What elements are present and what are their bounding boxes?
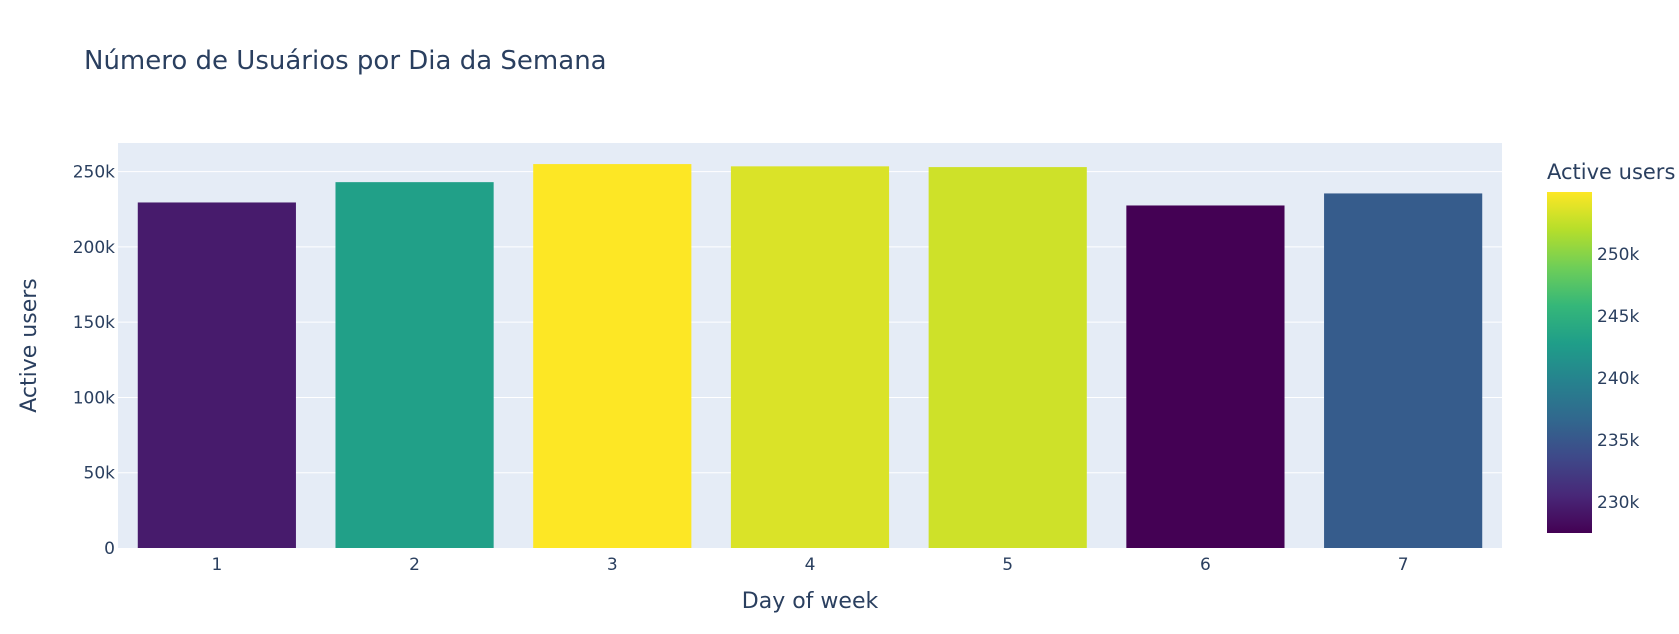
x-tick-label: 3 — [607, 555, 618, 575]
colorbar-tick-label: 245k — [1597, 307, 1639, 327]
bar — [928, 167, 1087, 548]
bar — [1324, 193, 1483, 548]
colorbar-title: Active users — [1547, 160, 1675, 184]
y-tick-label: 100k — [73, 388, 115, 408]
bar — [335, 182, 494, 548]
x-tick-label: 7 — [1398, 555, 1409, 575]
y-tick-label: 250k — [73, 163, 115, 183]
x-tick-label: 1 — [211, 555, 222, 575]
colorbar-ticks: 230k 235k 240k 245k 250k — [1597, 245, 1639, 513]
bar — [137, 202, 296, 548]
x-tick-label: 6 — [1200, 555, 1211, 575]
chart-title: Número de Usuários por Dia da Semana — [84, 46, 607, 76]
x-tick-label: 5 — [1002, 555, 1013, 575]
colorbar-tick-label: 235k — [1597, 431, 1639, 451]
y-tick-label: 0 — [104, 539, 115, 559]
y-axis-title: Active users — [17, 278, 42, 413]
y-tick-label: 200k — [73, 238, 115, 258]
y-tick-label: 50k — [84, 464, 116, 484]
bar — [1126, 205, 1285, 548]
x-axis-ticks: 1 2 3 4 5 6 7 — [211, 555, 1408, 575]
colorbar-tick-label: 230k — [1597, 493, 1639, 513]
y-axis-ticks: 0 50k 100k 150k 200k 250k — [73, 163, 115, 559]
y-tick-label: 150k — [73, 313, 115, 333]
colorbar-tick-label: 250k — [1597, 245, 1639, 265]
colorbar — [1547, 192, 1592, 533]
x-tick-label: 4 — [805, 555, 816, 575]
bar — [730, 166, 890, 548]
x-tick-label: 2 — [409, 555, 420, 575]
colorbar-tick-label: 240k — [1597, 369, 1639, 389]
bar — [533, 164, 692, 548]
x-axis-title: Day of week — [742, 589, 879, 614]
bars — [137, 164, 1483, 548]
